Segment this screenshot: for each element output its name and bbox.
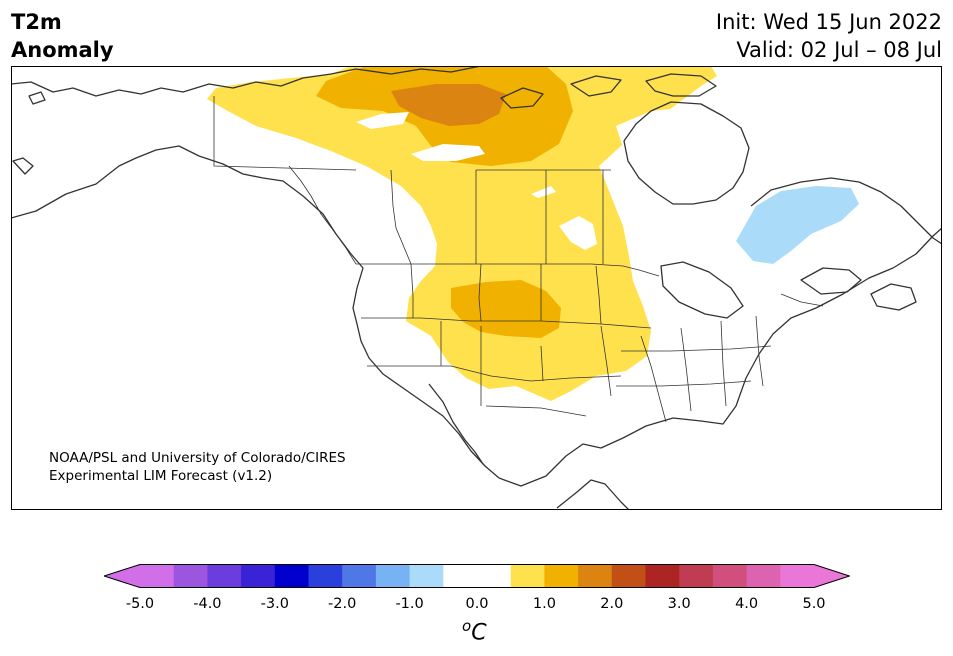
colorbar-swatch [578, 564, 613, 588]
map-frame [11, 66, 942, 510]
colorbar-swatch [780, 564, 815, 588]
colorbar-tick-label: -5.0 [125, 596, 155, 612]
valid-dates: Valid: 02 Jul – 08 Jul [736, 38, 942, 62]
colorbar-swatch [611, 564, 646, 588]
colorbar-tick-label: -2.0 [328, 596, 357, 612]
colorbar-swatch [443, 564, 478, 588]
coastlines [11, 66, 942, 510]
colorbar-swatch [140, 564, 175, 588]
colorbar-unit-label: oC [462, 617, 487, 645]
colorbar-ticks: -5.0 -4.0 -3.0 -2.0 -1.0 0.0 1.0 2.0 3.0 4.0 5.0 [0, 596, 953, 616]
colorbar-over-extension [814, 564, 850, 588]
title-line-2: Anomaly [11, 38, 114, 62]
colorbar-tick-label: 5.0 [802, 596, 826, 612]
colorbar-swatch [477, 564, 512, 588]
unit-celsius: C [471, 620, 487, 646]
colorbar-tick-label: -4.0 [193, 596, 222, 612]
hudson-bay [616, 106, 749, 206]
colorbar-tick-label: 2.0 [600, 596, 624, 612]
colorbar-tick-label: 3.0 [667, 596, 691, 612]
colorbar-tick-label: -1.0 [395, 596, 424, 612]
chart-title: T2m Anomaly [11, 8, 114, 64]
colorbar-swatch [241, 564, 276, 588]
colorbar-swatch [274, 564, 309, 588]
anomaly-map [11, 66, 942, 510]
anomaly-shade-gold-central [451, 280, 561, 338]
colorbar-tick-label: 0.0 [465, 596, 489, 612]
colorbar-swatch [679, 564, 714, 588]
anomaly-shade-light-yellow [207, 66, 717, 401]
anomaly-shade-light-blue [736, 186, 859, 264]
colorbar-swatch [173, 564, 208, 588]
anomaly-shade-orange [391, 84, 506, 126]
colorbar-tick-label: 4.0 [735, 596, 759, 612]
colorbar-swatch [712, 564, 748, 588]
credit-line-2: Experimental LIM Forecast (v1.2) [49, 468, 273, 484]
unit-degree: o [462, 617, 472, 635]
colorbar-swatch [645, 564, 680, 588]
colorbar-swatch [510, 564, 545, 588]
colorbar-tick-label: -3.0 [260, 596, 289, 612]
colorbar-outline [104, 564, 850, 588]
title-line-1: T2m [11, 10, 62, 34]
colorbar-swatch [207, 564, 242, 588]
colorbar-swatch [746, 564, 781, 588]
lake-great-bear [356, 112, 409, 129]
colorbar-swatch [409, 564, 444, 588]
borders [213, 96, 824, 423]
map-credit: NOAA/PSL and University of Colorado/CIRE… [49, 449, 346, 485]
colorbar-swatch [544, 564, 579, 588]
colorbar-under-extension [104, 564, 140, 588]
colorbar-swatch [375, 564, 411, 588]
lake-athabasca [531, 186, 556, 198]
init-date: Init: Wed 15 Jun 2022 [715, 10, 942, 34]
forecast-dates: Init: Wed 15 Jun 2022 Valid: 02 Jul – 08… [716, 8, 942, 64]
colorbar-tick-label: 1.0 [532, 596, 556, 612]
lake-winnipeg [559, 216, 597, 250]
lake-great-slave [411, 144, 485, 161]
great-lakes [651, 261, 746, 321]
colorbar-swatch [342, 564, 377, 588]
colorbar-swatch [308, 564, 343, 588]
colorbar [104, 564, 850, 588]
credit-line-1: NOAA/PSL and University of Colorado/CIRE… [49, 450, 346, 466]
